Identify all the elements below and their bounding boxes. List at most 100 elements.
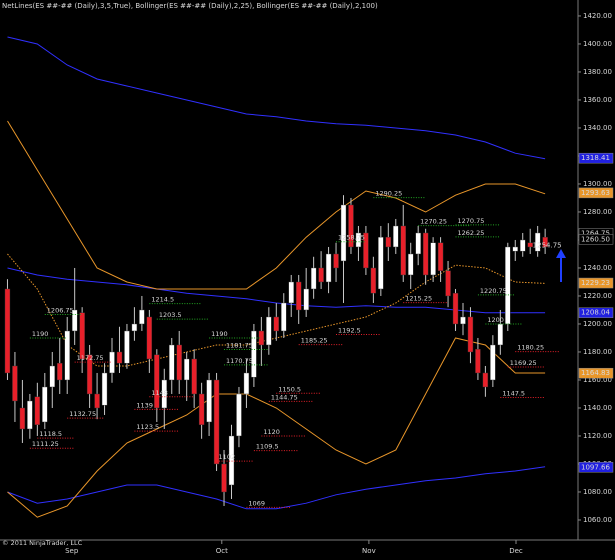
candle-body (422, 232, 429, 276)
level-label: 1192.5 (338, 326, 361, 334)
bollinger-band (7, 36, 546, 160)
level-label: 1181.75 (226, 342, 253, 350)
candle-body (79, 312, 85, 360)
candle-body (475, 348, 481, 374)
level-label: 1120 (263, 428, 280, 436)
candle-body (288, 281, 294, 304)
candle-body (452, 292, 459, 325)
level-label: 1139 (136, 401, 153, 409)
candle-body (370, 267, 377, 294)
x-tick-label: Nov (362, 547, 376, 555)
candle-body (296, 281, 302, 311)
candle-body (19, 407, 26, 430)
price-marker (578, 152, 614, 164)
candle-body (198, 393, 205, 425)
y-tick-label: 1400.00 (583, 40, 612, 48)
candle-body (505, 246, 511, 325)
y-tick-label: 1360.00 (583, 96, 612, 104)
candle-body (42, 386, 48, 423)
y-tick-label: 1180.00 (583, 348, 612, 356)
candle-body (445, 270, 451, 297)
candle-body (348, 204, 354, 248)
price-marker (578, 367, 614, 379)
price-marker-label: 1208.04 (581, 309, 610, 317)
arrow-icon (556, 249, 566, 282)
candle-body (303, 288, 309, 311)
candle-body (213, 379, 220, 465)
y-tick-label: 1380.00 (583, 68, 612, 76)
price-marker-label: 1264.75 (581, 229, 610, 237)
candle-body (527, 242, 533, 248)
level-label: 1200 (487, 316, 504, 324)
bollinger-band (7, 120, 546, 290)
candle-body (512, 246, 518, 252)
y-tick-label: 1160.00 (583, 376, 612, 384)
level-label: 1169.25 (510, 359, 537, 367)
level-label: 1118.5 (39, 430, 62, 438)
candle-body (12, 365, 18, 402)
copyright: © 2011 NinjaTrader, LLC (2, 539, 83, 547)
candle-body (206, 379, 212, 423)
candle-body (258, 330, 265, 346)
level-label: 1215.25 (405, 295, 432, 303)
y-tick-label: 1080.00 (583, 488, 612, 496)
price-marker-label: 1318.41 (581, 154, 610, 162)
level-label: 1147.5 (502, 389, 525, 397)
level-label: 1132.75 (69, 410, 96, 418)
level-label: 1203.5 (159, 311, 182, 319)
candle-body (86, 354, 93, 395)
candle-body (467, 316, 474, 353)
candle-body (57, 362, 63, 381)
price-marker (578, 277, 614, 289)
y-tick-label: 1140.00 (583, 404, 612, 412)
candle-body (497, 323, 504, 346)
level-label: 1144.75 (271, 393, 298, 401)
price-marker-label: 1164.83 (581, 369, 610, 377)
x-tick-label: Oct (216, 547, 228, 555)
candle-body (355, 232, 362, 248)
candle-body (318, 267, 324, 283)
candle-body (131, 323, 138, 332)
level-label: 1109.5 (256, 443, 279, 451)
annotation: 1254.75 (533, 241, 562, 249)
candle-body (101, 372, 108, 406)
candle-body (273, 316, 279, 332)
level-label: 1185.25 (301, 337, 328, 345)
candle-body (154, 354, 160, 409)
candle-body (176, 344, 182, 381)
candle-body (542, 236, 548, 248)
x-tick-label: Sep (65, 547, 79, 555)
candle-body (228, 435, 235, 486)
level-label: 1172.75 (77, 354, 104, 362)
candle-body (116, 351, 123, 364)
x-tick-label: Dec (509, 547, 523, 555)
candle-body (333, 253, 339, 269)
level-label: 1150.5 (278, 385, 301, 393)
candle-body (520, 239, 526, 252)
candle-body (415, 232, 421, 255)
candle-body (325, 253, 332, 283)
candle-body (430, 242, 436, 276)
candle-body (71, 309, 78, 332)
candle-body (183, 358, 190, 381)
level-label: 1069 (248, 499, 265, 507)
level-label: 1170.75 (226, 357, 253, 365)
level-label: 1111.25 (32, 440, 59, 448)
level-label: 1258.75 (338, 234, 365, 242)
candle-body (109, 351, 115, 374)
candle-body (281, 302, 287, 332)
price-marker (578, 234, 614, 245)
candle-body (124, 330, 130, 364)
price-marker-label: 1097.66 (581, 463, 610, 471)
candle-body (191, 358, 197, 395)
y-tick-label: 1060.00 (583, 516, 612, 524)
candle-body (139, 309, 145, 325)
chart-title: NetLines(ES ##-## (Daily),3,5,True), Bol… (2, 2, 378, 10)
candle-body (534, 232, 541, 252)
plot-area: 1206.75 1190 1214.5 1203.5 1190 1181.75 1170.7… (4, 36, 562, 518)
price-marker (578, 462, 614, 473)
candle-body (378, 236, 384, 290)
price-marker (578, 307, 614, 318)
candle-body (4, 288, 11, 374)
